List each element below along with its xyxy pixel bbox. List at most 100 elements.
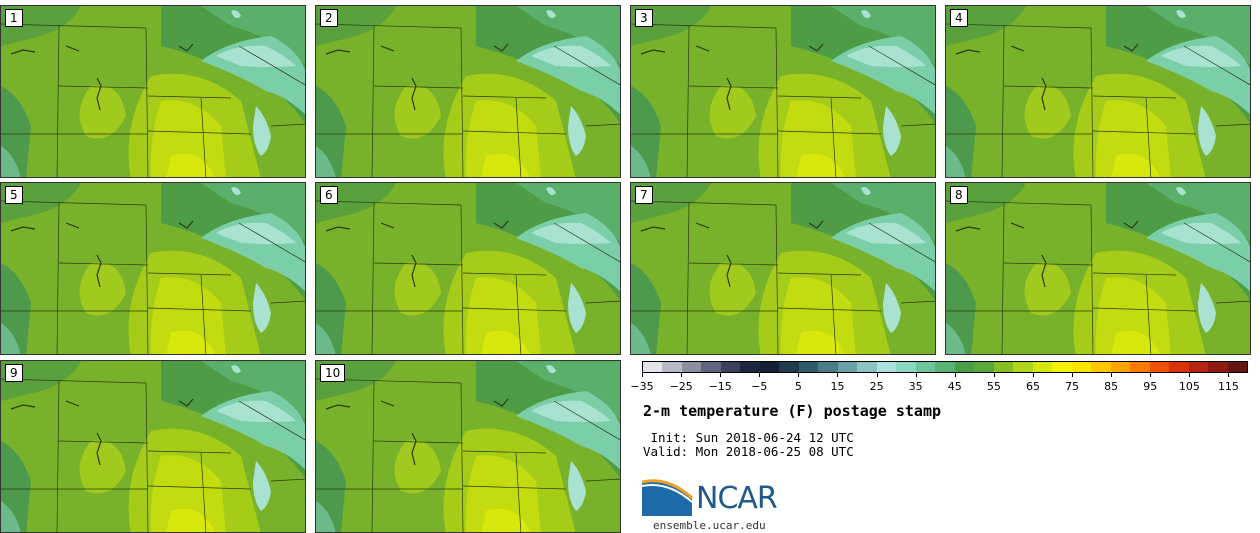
temperature-map bbox=[1, 6, 305, 177]
panel-number: 1 bbox=[5, 9, 23, 27]
colorbar-tick-label: 25 bbox=[869, 380, 884, 393]
panel-number: 7 bbox=[635, 186, 653, 204]
map-panel-7: 7 bbox=[630, 182, 936, 355]
colorbar-swatch bbox=[681, 362, 702, 372]
panel-number: 9 bbox=[5, 364, 23, 382]
colorbar-tick-label: −35 bbox=[630, 380, 654, 393]
colorbar-tick-mark bbox=[1189, 373, 1191, 377]
colorbar-tick-mark bbox=[915, 373, 917, 377]
colorbar-tick-mark bbox=[1150, 373, 1152, 377]
panel-number: 6 bbox=[320, 186, 338, 204]
temperature-map bbox=[631, 6, 935, 177]
colorbar-tick-mark bbox=[642, 373, 643, 377]
panel-number: 5 bbox=[5, 186, 23, 204]
colorbar-swatch bbox=[1032, 362, 1053, 372]
temperature-map bbox=[946, 183, 1250, 354]
colorbar-swatch bbox=[915, 362, 936, 372]
colorbar-swatches bbox=[642, 361, 1248, 373]
colorbar-tick-label: 35 bbox=[908, 380, 923, 393]
colorbar-tick-mark bbox=[837, 373, 839, 377]
map-panel-4: 4 bbox=[945, 5, 1251, 178]
colorbar-swatch bbox=[935, 362, 955, 372]
ncar-logo: NCAR bbox=[641, 476, 802, 520]
panel-number: 8 bbox=[950, 186, 968, 204]
map-panel-9: 9 bbox=[0, 360, 306, 533]
colorbar-swatch bbox=[896, 362, 916, 372]
colorbar-tick-label: 65 bbox=[1025, 380, 1040, 393]
colorbar-tick-mark bbox=[798, 373, 800, 377]
colorbar-swatch bbox=[1130, 362, 1150, 372]
colorbar-tick-labels: −35 −25 −15 −5 5 15 25 35 45 55 65 75 85 95 105 115 bbox=[630, 373, 1248, 397]
ncar-logo-text: NCAR bbox=[696, 481, 778, 516]
chart-title: 2-m temperature (F) postage stamp bbox=[643, 402, 942, 420]
colorbar-swatch bbox=[974, 362, 994, 372]
map-panel-8: 8 bbox=[945, 182, 1251, 355]
colorbar-tick-label: 85 bbox=[1104, 380, 1119, 393]
map-panel-10: 10 bbox=[315, 360, 621, 533]
colorbar-swatch bbox=[1188, 362, 1209, 372]
panel-number: 10 bbox=[320, 364, 346, 382]
colorbar-swatch bbox=[798, 362, 819, 372]
colorbar-swatch bbox=[1013, 362, 1033, 372]
panel-number: 4 bbox=[950, 9, 968, 27]
colorbar-swatch bbox=[818, 362, 838, 372]
temperature-map bbox=[1, 361, 305, 532]
colorbar-tick-mark bbox=[1032, 373, 1034, 377]
colorbar-tick-mark bbox=[1228, 373, 1230, 377]
colorbar-tick-mark bbox=[1072, 373, 1074, 377]
colorbar-tick-mark bbox=[1111, 373, 1113, 377]
temperature-map bbox=[946, 6, 1250, 177]
temperature-map bbox=[316, 183, 620, 354]
colorbar-swatch bbox=[1149, 362, 1170, 372]
map-panel-6: 6 bbox=[315, 182, 621, 355]
colorbar-swatch bbox=[662, 362, 682, 372]
colorbar-tick-label: 75 bbox=[1065, 380, 1080, 393]
valid-time: Valid: Mon 2018-06-25 08 UTC bbox=[643, 444, 854, 459]
temperature-map bbox=[631, 183, 935, 354]
colorbar-swatch bbox=[740, 362, 760, 372]
temperature-map bbox=[316, 361, 620, 532]
colorbar-tick-label: 55 bbox=[986, 380, 1001, 393]
colorbar-tick-mark bbox=[993, 373, 995, 377]
colorbar-tick-label: 45 bbox=[947, 380, 962, 393]
colorbar-swatch bbox=[1169, 362, 1189, 372]
colorbar-swatch bbox=[1208, 362, 1228, 372]
colorbar-swatch bbox=[876, 362, 897, 372]
colorbar-swatch bbox=[779, 362, 799, 372]
map-panel-2: 2 bbox=[315, 5, 621, 178]
temperature-colorbar: −35 −25 −15 −5 5 15 25 35 45 55 65 75 85 95 105 115 bbox=[630, 361, 1248, 397]
map-panel-1: 1 bbox=[0, 5, 306, 178]
colorbar-tick-mark bbox=[876, 373, 878, 377]
colorbar-swatch bbox=[857, 362, 877, 372]
colorbar-swatch bbox=[1071, 362, 1092, 372]
colorbar-swatch bbox=[1227, 362, 1248, 372]
colorbar-tick-mark bbox=[954, 373, 956, 377]
colorbar-tick-label: −15 bbox=[708, 380, 732, 393]
colorbar-tick-mark bbox=[681, 373, 683, 377]
colorbar-tick-label: 15 bbox=[830, 380, 845, 393]
colorbar-tick-label: 115 bbox=[1217, 380, 1239, 393]
colorbar-tick-mark bbox=[720, 373, 722, 377]
map-panel-3: 3 bbox=[630, 5, 936, 178]
colorbar-tick-label: −5 bbox=[751, 380, 768, 393]
temperature-map bbox=[1, 183, 305, 354]
colorbar-swatch bbox=[837, 362, 858, 372]
colorbar-swatch bbox=[643, 362, 663, 372]
ensemble-url[interactable]: ensemble.ucar.edu bbox=[653, 519, 766, 532]
colorbar-swatch bbox=[720, 362, 741, 372]
panel-number: 3 bbox=[635, 9, 653, 27]
colorbar-tick-mark bbox=[759, 373, 761, 377]
colorbar-tick-label: 95 bbox=[1143, 380, 1158, 393]
map-panel-5: 5 bbox=[0, 182, 306, 355]
colorbar-swatch bbox=[1091, 362, 1111, 372]
colorbar-swatch bbox=[1052, 362, 1072, 372]
colorbar-tick-label: −25 bbox=[669, 380, 693, 393]
init-time: Init: Sun 2018-06-24 12 UTC bbox=[643, 430, 854, 445]
colorbar-swatch bbox=[993, 362, 1014, 372]
colorbar-tick-label: 105 bbox=[1178, 380, 1200, 393]
colorbar-swatch bbox=[759, 362, 780, 372]
ncar-logo-icon bbox=[641, 479, 694, 516]
colorbar-swatch bbox=[954, 362, 975, 372]
temperature-map bbox=[316, 6, 620, 177]
colorbar-swatch bbox=[1110, 362, 1131, 372]
